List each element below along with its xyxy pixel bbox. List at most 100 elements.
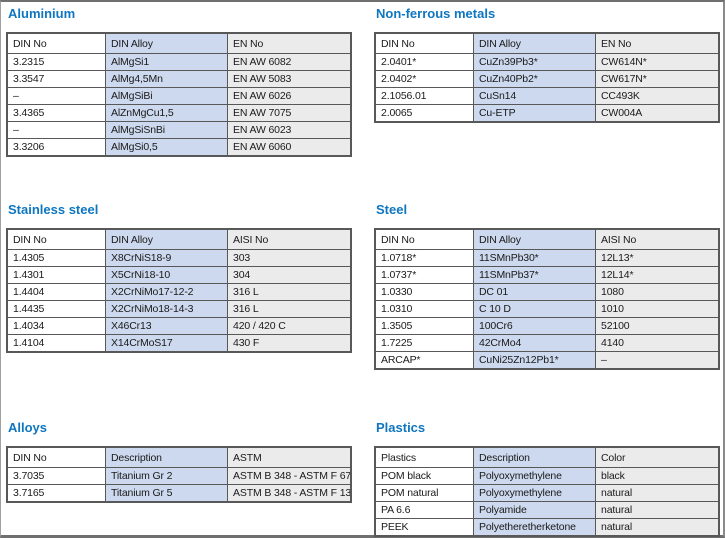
table-cell: 2.1056.01	[374, 87, 474, 105]
table-cell: 3.2315	[6, 53, 106, 71]
table-row: PA 6.6 Polyamide natural	[374, 501, 720, 519]
table-cell: black	[595, 467, 720, 485]
aluminium-table: DIN No DIN Alloy EN No 3.2315 AlMgSi1 EN AW 6…	[6, 32, 352, 157]
table-cell: X2CrNiMo17-12-2	[105, 283, 228, 301]
table-cell: 303	[227, 249, 352, 267]
table-cell: 430 F	[227, 334, 352, 353]
table-row: 3.3547 AlMg4,5Mn EN AW 5083	[6, 70, 352, 88]
table-cell: 1010	[595, 300, 720, 318]
table-cell: natural	[595, 501, 720, 519]
table-cell: 100Cr6	[473, 317, 596, 335]
table-cell: 316 L	[227, 300, 352, 318]
table-row: POM natural Polyoxymethylene natural	[374, 484, 720, 502]
table-cell: natural	[595, 518, 720, 537]
table-row: 2.1056.01 CuSn14 CC493K	[374, 87, 720, 105]
table-row: 1.4404 X2CrNiMo17-12-2 316 L	[6, 283, 352, 301]
table-cell: Polyoxymethylene	[473, 467, 596, 485]
table-cell: 2.0065	[374, 104, 474, 123]
table-cell: 1.4404	[6, 283, 106, 301]
table-cell: 3.7035	[6, 467, 106, 485]
table-row: 1.4301 X5CrNi18-10 304	[6, 266, 352, 284]
column-header: EN No	[227, 32, 352, 54]
table-header-row: DIN No Description ASTM	[6, 446, 352, 468]
table-cell: DC 01	[473, 283, 596, 301]
section-stainless-steel: Stainless steel DIN No DIN Alloy AISI No 1.…	[6, 202, 352, 353]
column-header: Color	[595, 446, 720, 468]
column-header: DIN No	[6, 446, 106, 468]
table-cell: EN AW 6023	[227, 121, 352, 139]
table-cell: AlMgSiSnBi	[105, 121, 228, 139]
table-cell: 1080	[595, 283, 720, 301]
table-row: 3.4365 AlZnMgCu1,5 EN AW 7075	[6, 104, 352, 122]
table-cell: POM natural	[374, 484, 474, 502]
table-header-row: DIN No DIN Alloy AISI No	[374, 228, 720, 250]
table-cell: CW614N*	[595, 53, 720, 71]
table-cell: 1.4305	[6, 249, 106, 267]
section-alloys: Alloys DIN No Description ASTM 3.7035 Titani…	[6, 420, 352, 503]
column-header: DIN No	[374, 32, 474, 54]
column-header: Plastics	[374, 446, 474, 468]
table-row: – AlMgSiSnBi EN AW 6023	[6, 121, 352, 139]
table-cell: 2.0402*	[374, 70, 474, 88]
table-row: ARCAP* CuNi25Zn12Pb1* –	[374, 351, 720, 370]
table-cell: Polyamide	[473, 501, 596, 519]
table-cell: ASTM B 348 - ASTM F 136	[227, 484, 352, 503]
table-cell: 11SMnPb37*	[473, 266, 596, 284]
column-header: DIN Alloy	[473, 32, 596, 54]
table-row: 1.4104 X14CrMoS17 430 F	[6, 334, 352, 353]
column-header: DIN Alloy	[105, 32, 228, 54]
column-header: AISI No	[227, 228, 352, 250]
section-steel: Steel DIN No DIN Alloy AISI No 1.0718* 11SMn…	[374, 202, 720, 370]
table-cell: AlMgSiBi	[105, 87, 228, 105]
table-cell: CC493K	[595, 87, 720, 105]
column-header: DIN No	[6, 32, 106, 54]
table-cell: AlZnMgCu1,5	[105, 104, 228, 122]
table-cell: 11SMnPb30*	[473, 249, 596, 267]
table-cell: 316 L	[227, 283, 352, 301]
column-header: Description	[473, 446, 596, 468]
column-header: AISI No	[595, 228, 720, 250]
table-cell: POM black	[374, 467, 474, 485]
column-header: DIN No	[6, 228, 106, 250]
table-row: 1.0737* 11SMnPb37* 12L14*	[374, 266, 720, 284]
table-cell: 3.3547	[6, 70, 106, 88]
table-cell: –	[595, 351, 720, 370]
table-cell: 1.4104	[6, 334, 106, 353]
table-cell: –	[6, 121, 106, 139]
table-row: 3.2315 AlMgSi1 EN AW 6082	[6, 53, 352, 71]
table-header-row: DIN No DIN Alloy AISI No	[6, 228, 352, 250]
table-cell: Titanium Gr 2	[105, 467, 228, 485]
stainless-steel-table: DIN No DIN Alloy AISI No 1.4305 X8CrNiS18-9 3…	[6, 228, 352, 353]
table-cell: 3.7165	[6, 484, 106, 503]
table-header-row: Plastics Description Color	[374, 446, 720, 468]
steel-table: DIN No DIN Alloy AISI No 1.0718* 11SMnPb30* 1…	[374, 228, 720, 370]
table-cell: 1.0737*	[374, 266, 474, 284]
table-row: POM black Polyoxymethylene black	[374, 467, 720, 485]
table-cell: Cu-ETP	[473, 104, 596, 123]
table-row: – AlMgSiBi EN AW 6026	[6, 87, 352, 105]
table-cell: X14CrMoS17	[105, 334, 228, 353]
table-cell: EN AW 6060	[227, 138, 352, 157]
column-header: DIN No	[374, 228, 474, 250]
table-cell: 1.3505	[374, 317, 474, 335]
table-cell: ASTM B 348 - ASTM F 67	[227, 467, 352, 485]
table-header-row: DIN No DIN Alloy EN No	[6, 32, 352, 54]
table-cell: 42CrMo4	[473, 334, 596, 352]
table-cell: CuZn40Pb2*	[473, 70, 596, 88]
table-row: 3.7035 Titanium Gr 2 ASTM B 348 - ASTM F 6…	[6, 467, 352, 485]
table-row: 1.4305 X8CrNiS18-9 303	[6, 249, 352, 267]
table-cell: 1.0310	[374, 300, 474, 318]
table-row: 3.7165 Titanium Gr 5 ASTM B 348 - ASTM F 1…	[6, 484, 352, 503]
table-cell: 3.4365	[6, 104, 106, 122]
section-title: Aluminium	[8, 6, 76, 21]
table-row: 1.7225 42CrMo4 4140	[374, 334, 720, 352]
table-cell: EN AW 7075	[227, 104, 352, 122]
table-cell: 420 / 420 C	[227, 317, 352, 335]
table-cell: 3.3206	[6, 138, 106, 157]
section-title: Alloys	[8, 420, 48, 435]
table-cell: AlMg4,5Mn	[105, 70, 228, 88]
table-cell: 52100	[595, 317, 720, 335]
table-row: 2.0401* CuZn39Pb3* CW614N*	[374, 53, 720, 71]
table-cell: 1.7225	[374, 334, 474, 352]
